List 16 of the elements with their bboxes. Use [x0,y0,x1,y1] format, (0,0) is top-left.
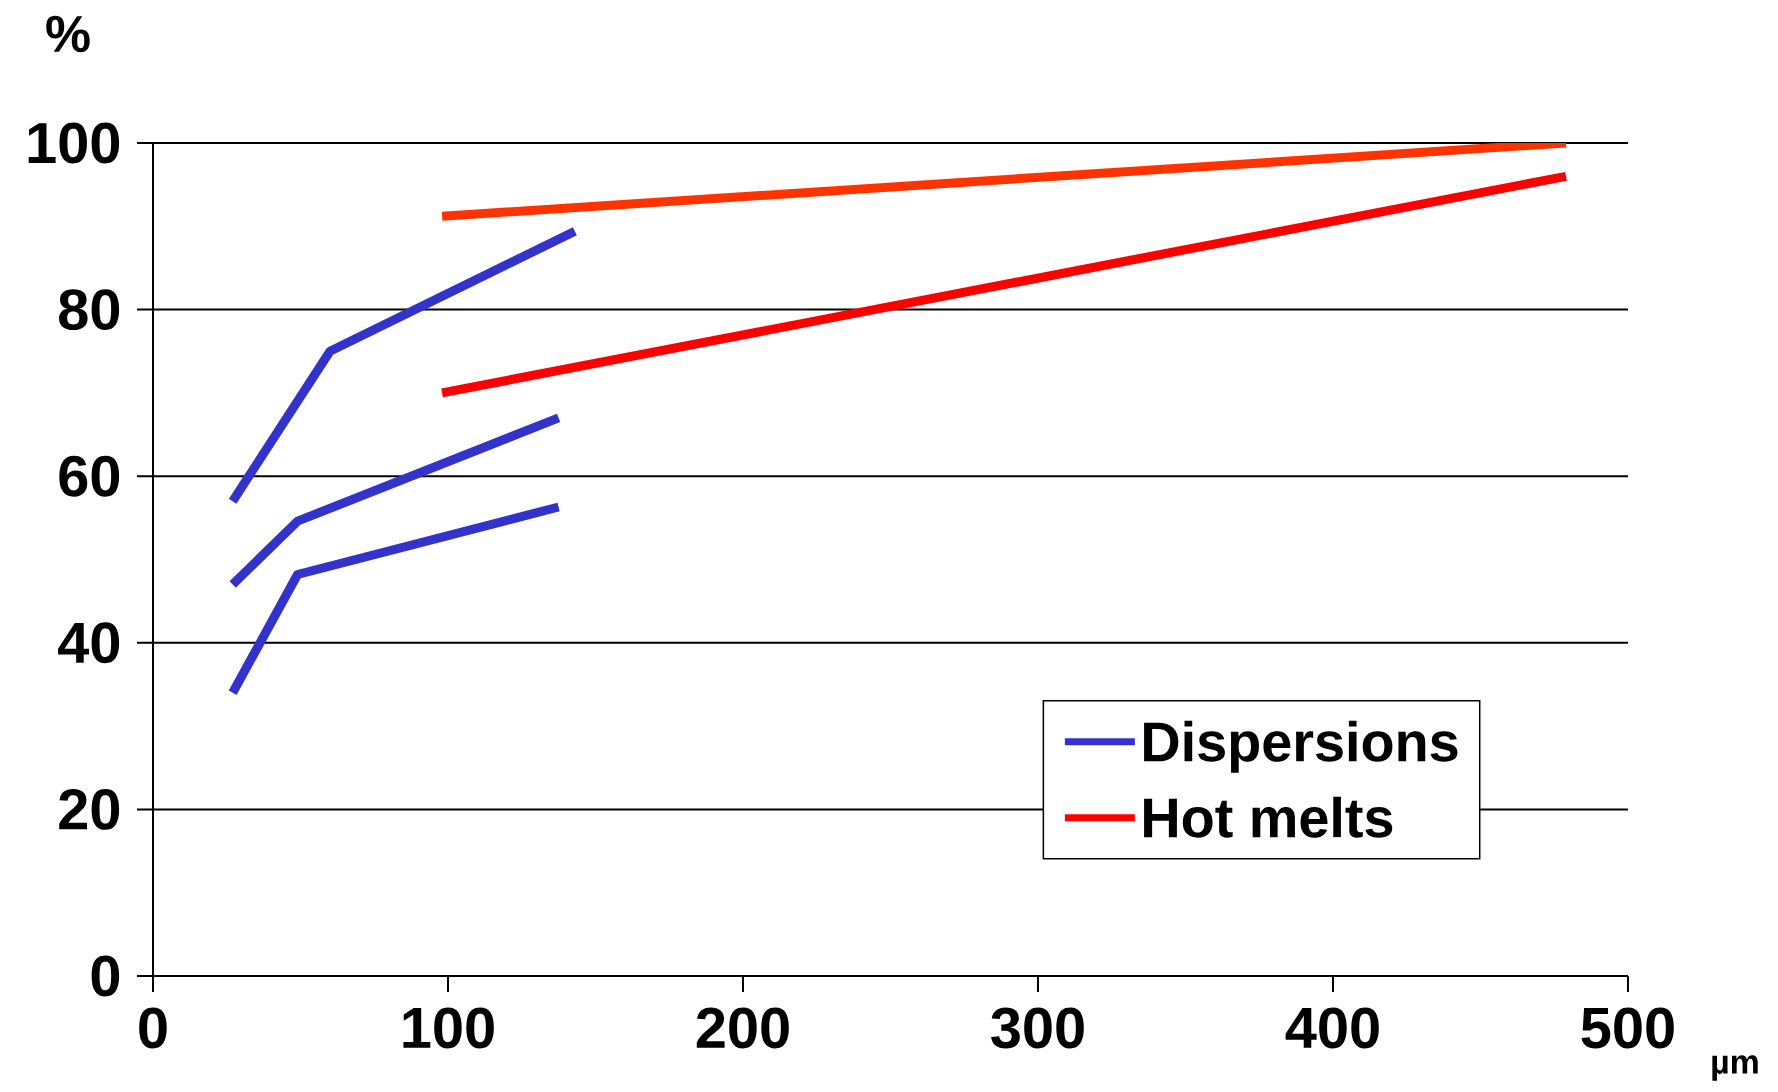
y-tick-label: 60 [59,455,120,497]
legend-label: Hot melts [1144,796,1393,838]
x-tick-label: 100 [403,1007,494,1049]
x-tick-label: 300 [991,1007,1084,1049]
y-tick-label: 40 [58,622,120,664]
x-tick-label: 500 [1581,1007,1674,1049]
y-tick-label: 80 [59,289,120,331]
x-axis-title: µm [1712,1055,1758,1081]
x-tick-label: 400 [1285,1007,1379,1049]
y-axis-title: % [46,15,90,53]
y-tick-label: 20 [59,788,120,830]
legend-label: Dispersions [1144,720,1458,773]
y-tick-label: 100 [28,122,120,164]
x-tick-label: 0 [139,1007,167,1049]
y-tick-label: 0 [91,955,120,997]
x-tick-label: 200 [696,1007,789,1049]
